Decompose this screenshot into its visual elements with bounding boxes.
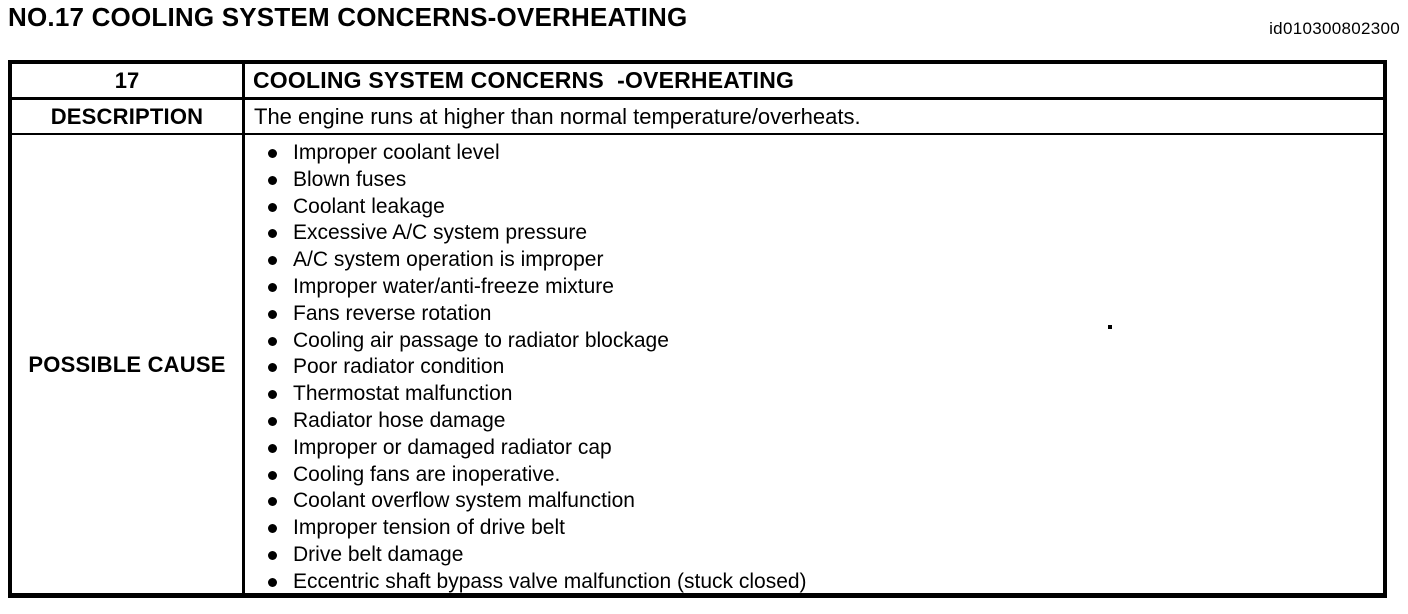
possible-cause-text: Eccentric shaft bypass valve malfunction… <box>293 569 807 593</box>
possible-cause-item: Improper or damaged radiator cap <box>245 435 1383 462</box>
bullet-icon <box>268 256 277 266</box>
possible-cause-item: Poor radiator condition <box>245 354 1383 381</box>
bullet-icon <box>268 229 277 239</box>
possible-cause-cell: Improper coolant level Blown fuses Coolant… <box>245 135 1383 596</box>
possible-cause-text: Coolant leakage <box>293 194 445 218</box>
page-title: NO.17 COOLING SYSTEM CONCERNS-OVERHEATIN… <box>8 2 688 32</box>
possible-cause-item: Improper tension of drive belt <box>245 515 1383 542</box>
bullet-icon <box>268 202 277 212</box>
possible-cause-item: Radiator hose damage <box>245 408 1383 435</box>
possible-cause-label-cell: POSSIBLE CAUSE <box>12 135 245 596</box>
possible-cause-text: Radiator hose damage <box>293 408 506 432</box>
possible-cause-item: Excessive A/C system pressure <box>245 220 1383 247</box>
bullet-icon <box>268 443 277 453</box>
description-text-cell: The engine runs at higher than normal te… <box>245 100 1383 135</box>
bullet-icon <box>268 309 277 319</box>
bullet-icon <box>268 524 277 534</box>
possible-cause-item: Thermostat malfunction <box>245 381 1383 408</box>
possible-cause-text: Poor radiator condition <box>293 355 505 379</box>
bullet-icon <box>268 282 277 292</box>
bullet-icon <box>268 416 277 426</box>
bullet-icon <box>268 577 277 587</box>
concern-number-cell: 17 <box>12 64 245 100</box>
possible-cause-list: Improper coolant level Blown fuses Coolant… <box>245 140 1383 596</box>
possible-cause-text: Drive belt damage <box>293 542 464 566</box>
bullet-icon <box>268 363 277 373</box>
document-id: id010300802300 <box>1269 19 1400 38</box>
possible-cause-text: Improper coolant level <box>293 141 500 164</box>
bullet-icon <box>268 336 277 346</box>
possible-cause-text: Excessive A/C system pressure <box>293 221 588 245</box>
possible-cause-text: A/C system operation is improper <box>293 248 604 272</box>
possible-cause-text: Improper water/anti-freeze mixture <box>293 274 614 298</box>
possible-cause-item: Coolant leakage <box>245 194 1383 221</box>
possible-cause-text: Cooling air passage to radiator blockage <box>293 328 669 352</box>
bullet-icon <box>268 550 277 560</box>
possible-cause-item: Blown fuses <box>245 167 1383 194</box>
description-label-cell: DESCRIPTION <box>12 100 245 135</box>
bullet-icon <box>268 175 277 185</box>
concern-table: 17 COOLING SYSTEM CONCERNS -OVERHEATING … <box>8 60 1387 598</box>
bullet-icon <box>268 470 277 480</box>
possible-cause-item: Improper coolant level <box>245 140 1383 167</box>
possible-cause-item: Cooling fans are inoperative. <box>245 462 1383 489</box>
possible-cause-text: Blown fuses <box>293 167 407 191</box>
possible-cause-text: Fans reverse rotation <box>293 301 492 325</box>
concern-title-cell: COOLING SYSTEM CONCERNS -OVERHEATING <box>245 64 1383 100</box>
possible-cause-text: Improper tension of drive belt <box>293 516 565 540</box>
possible-cause-item: Coolant overflow system malfunction <box>245 488 1383 515</box>
bullet-icon <box>268 149 277 158</box>
possible-cause-item: Improper water/anti-freeze mixture <box>245 274 1383 301</box>
bullet-icon <box>268 390 277 400</box>
possible-cause-item: Eccentric shaft bypass valve malfunction… <box>245 569 1383 596</box>
possible-cause-item: Cooling air passage to radiator blockage <box>245 328 1383 355</box>
possible-cause-text: Thermostat malfunction <box>293 382 513 406</box>
possible-cause-text: Cooling fans are inoperative. <box>293 462 561 486</box>
possible-cause-text: Improper or damaged radiator cap <box>293 435 612 459</box>
possible-cause-item: Fans reverse rotation <box>245 301 1383 328</box>
possible-cause-text: Coolant overflow system malfunction <box>293 489 635 513</box>
scan-artifact-speck <box>1108 325 1112 329</box>
bullet-icon <box>268 497 277 507</box>
possible-cause-item: Drive belt damage <box>245 542 1383 569</box>
possible-cause-item: A/C system operation is improper <box>245 247 1383 274</box>
